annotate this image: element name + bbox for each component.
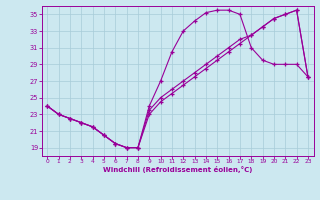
X-axis label: Windchill (Refroidissement éolien,°C): Windchill (Refroidissement éolien,°C) <box>103 166 252 173</box>
